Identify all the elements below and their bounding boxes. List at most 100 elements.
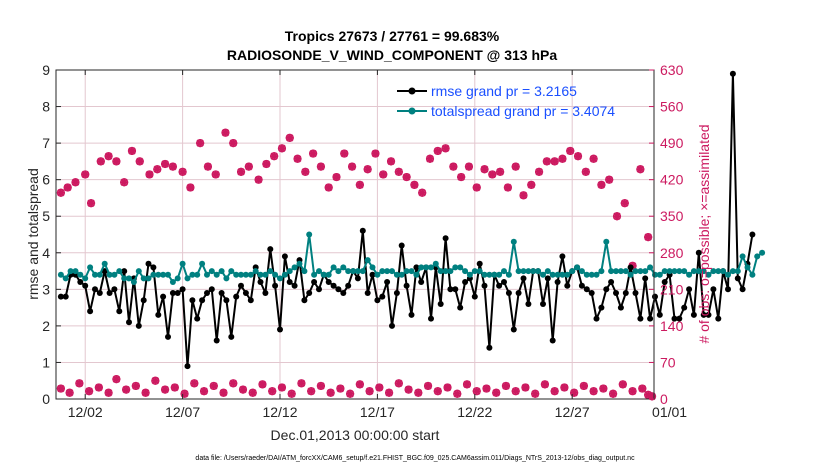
obs-possible-marker-d2 — [597, 181, 606, 189]
obs-possible-marker-d2 — [480, 165, 489, 173]
obs-possible-marker-d2 — [153, 165, 161, 173]
obs-assimilated-marker-ring — [56, 384, 65, 393]
obs-possible-marker-d2 — [473, 183, 481, 192]
obs-possible-marker-ring — [254, 175, 263, 184]
obs-assimilated-marker-ring — [229, 379, 238, 388]
totalspread-point — [608, 268, 615, 275]
obs-possible-marker-ring — [262, 159, 271, 169]
totalspread-point — [165, 271, 171, 278]
obs-possible-marker — [636, 165, 645, 174]
obs-possible-marker — [112, 157, 121, 166]
obs-possible-marker-d2 — [418, 189, 426, 197]
obs-assimilated-marker-ring — [85, 387, 94, 396]
obs-possible-marker — [425, 154, 435, 163]
rmse-point — [442, 235, 449, 242]
obs-possible-marker — [550, 157, 559, 166]
totalspread-point — [291, 264, 298, 271]
rmse-point — [710, 286, 717, 293]
obs-possible-marker-ring — [86, 199, 96, 208]
totalspread-point — [57, 271, 64, 278]
totalspread-point — [466, 271, 473, 278]
obs-possible-marker-ring — [402, 172, 411, 182]
totalspread-point — [647, 264, 654, 271]
obs-assimilated-marker-d2 — [521, 383, 530, 392]
rmse-point — [496, 282, 503, 289]
rmse-point — [578, 282, 585, 289]
obs-possible-marker — [309, 149, 318, 158]
rmse-point — [199, 297, 206, 304]
obs-assimilated-marker — [104, 388, 113, 397]
obs-possible-marker-d2 — [293, 155, 302, 163]
obs-possible-marker-ring — [56, 188, 65, 197]
totalspread-point — [574, 264, 581, 271]
obs-possible-marker-d2 — [145, 170, 154, 179]
y-left-axis-label: rmse and totalspread — [25, 168, 41, 300]
totalspread-point — [82, 275, 89, 282]
totalspread-point — [340, 264, 347, 271]
obs-assimilated-marker — [112, 375, 121, 384]
obs-assimilated-marker — [589, 387, 598, 396]
totalspread-point — [715, 268, 722, 275]
totalspread-point — [617, 268, 624, 275]
obs-possible-marker-ring — [371, 149, 380, 158]
rmse-point — [57, 293, 64, 300]
totalspread-point — [223, 275, 230, 282]
rmse-point — [690, 311, 697, 318]
obs-assimilated-marker-d2 — [200, 387, 208, 395]
obs-possible-marker-d2 — [178, 168, 187, 176]
obs-possible-marker-d2 — [254, 175, 263, 184]
totalspread-point — [525, 268, 532, 275]
obs-possible-marker — [127, 146, 137, 156]
obs-assimilated-marker-d2 — [307, 387, 315, 395]
x-tick-label: 12/22 — [457, 404, 492, 420]
obs-possible-marker — [254, 175, 263, 184]
rmse-point — [369, 271, 376, 278]
totalspread-point — [661, 268, 668, 275]
rmse-point — [593, 315, 600, 322]
rmse-point — [598, 304, 605, 311]
totalspread-point — [62, 275, 69, 282]
rmse-point — [501, 279, 507, 285]
obs-possible-marker — [457, 172, 466, 182]
obs-possible-marker-d2 — [613, 212, 621, 220]
obs-possible-marker — [324, 183, 333, 192]
obs-assimilated-marker-ring — [482, 384, 491, 393]
obs-possible-marker — [519, 191, 528, 200]
obs-assimilated-marker-ring — [589, 387, 598, 396]
rmse-point — [160, 293, 167, 300]
totalspread-point — [759, 249, 766, 256]
obs-possible-marker-ring — [244, 162, 253, 171]
obs-assimilated-marker-d2 — [453, 390, 461, 398]
rmse-point — [671, 315, 678, 322]
rmse-point — [311, 279, 318, 285]
obs-possible-marker-d2 — [636, 165, 645, 173]
obs-assimilated-marker — [443, 383, 452, 392]
obs-assimilated-marker-d2 — [385, 389, 393, 397]
obs-assimilated-marker-d2 — [249, 389, 257, 397]
rmse-point — [652, 293, 658, 300]
obs-assimilated-marker-d2 — [141, 389, 150, 397]
obs-assimilated-marker-ring — [336, 384, 345, 393]
obs-assimilated-marker-d2 — [365, 387, 374, 395]
obs-possible-marker-ring — [186, 183, 195, 192]
obs-possible-marker — [145, 170, 154, 179]
obs-possible-marker-d2 — [543, 157, 551, 166]
obs-assimilated-marker-ring — [258, 380, 267, 389]
obs-possible-marker-d2 — [371, 149, 380, 158]
obs-assimilated-marker-d2 — [414, 389, 423, 397]
obs-assimilated-marker — [85, 387, 94, 396]
obs-possible-marker-ring — [589, 154, 598, 163]
totalspread-point — [603, 238, 610, 245]
obs-assimilated-marker — [248, 388, 257, 397]
y-right-tick-label: 350 — [660, 208, 684, 224]
obs-assimilated-marker-ring — [199, 387, 209, 396]
obs-assimilated-marker-d2 — [297, 379, 306, 388]
obs-possible-marker-ring — [550, 157, 559, 166]
obs-assimilated-marker — [375, 383, 384, 392]
rmse-point — [87, 308, 94, 315]
obs-assimilated-marker — [531, 389, 540, 398]
obs-assimilated-marker-ring — [75, 379, 84, 388]
rmse-point — [247, 297, 254, 304]
rmse-point — [301, 297, 308, 304]
rmse-point — [686, 286, 693, 293]
